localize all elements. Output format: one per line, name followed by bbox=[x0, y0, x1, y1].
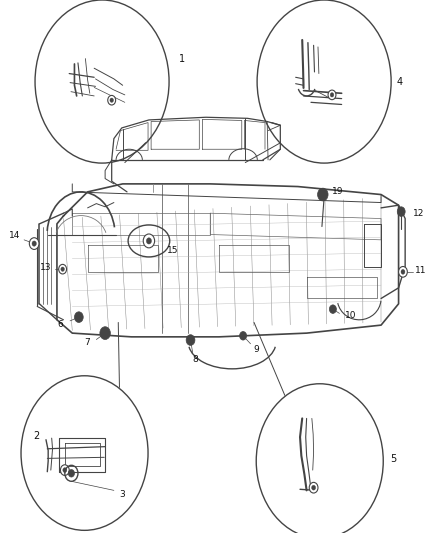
Text: 2: 2 bbox=[33, 431, 39, 441]
Circle shape bbox=[61, 267, 64, 271]
Text: 8: 8 bbox=[192, 356, 198, 364]
Circle shape bbox=[397, 207, 405, 216]
Text: 7: 7 bbox=[84, 338, 90, 346]
Text: 19: 19 bbox=[332, 188, 343, 196]
Circle shape bbox=[399, 266, 407, 277]
Circle shape bbox=[311, 485, 315, 490]
Circle shape bbox=[318, 188, 328, 201]
Text: 6: 6 bbox=[57, 320, 64, 328]
Circle shape bbox=[329, 305, 336, 313]
Circle shape bbox=[100, 327, 110, 340]
Text: 5: 5 bbox=[390, 455, 396, 464]
Circle shape bbox=[74, 312, 83, 322]
Text: 3: 3 bbox=[119, 490, 125, 498]
Circle shape bbox=[146, 238, 152, 244]
Circle shape bbox=[143, 234, 155, 248]
Circle shape bbox=[60, 465, 69, 475]
Circle shape bbox=[330, 93, 334, 97]
Circle shape bbox=[240, 332, 247, 340]
Text: 10: 10 bbox=[345, 311, 356, 320]
Circle shape bbox=[63, 468, 67, 472]
Text: 13: 13 bbox=[40, 263, 52, 272]
Circle shape bbox=[401, 269, 405, 274]
Circle shape bbox=[68, 470, 74, 477]
Text: 1: 1 bbox=[179, 54, 185, 63]
Circle shape bbox=[108, 95, 116, 105]
Circle shape bbox=[32, 241, 36, 246]
Circle shape bbox=[328, 90, 336, 100]
Text: 9: 9 bbox=[253, 345, 259, 353]
Circle shape bbox=[110, 98, 113, 102]
Text: 11: 11 bbox=[415, 266, 426, 275]
Circle shape bbox=[29, 238, 39, 249]
Circle shape bbox=[186, 335, 195, 345]
Circle shape bbox=[309, 482, 318, 493]
Text: 4: 4 bbox=[396, 77, 403, 86]
Text: 14: 14 bbox=[9, 231, 20, 240]
Circle shape bbox=[59, 264, 67, 274]
Text: 12: 12 bbox=[413, 209, 424, 217]
Text: 15: 15 bbox=[167, 246, 179, 255]
